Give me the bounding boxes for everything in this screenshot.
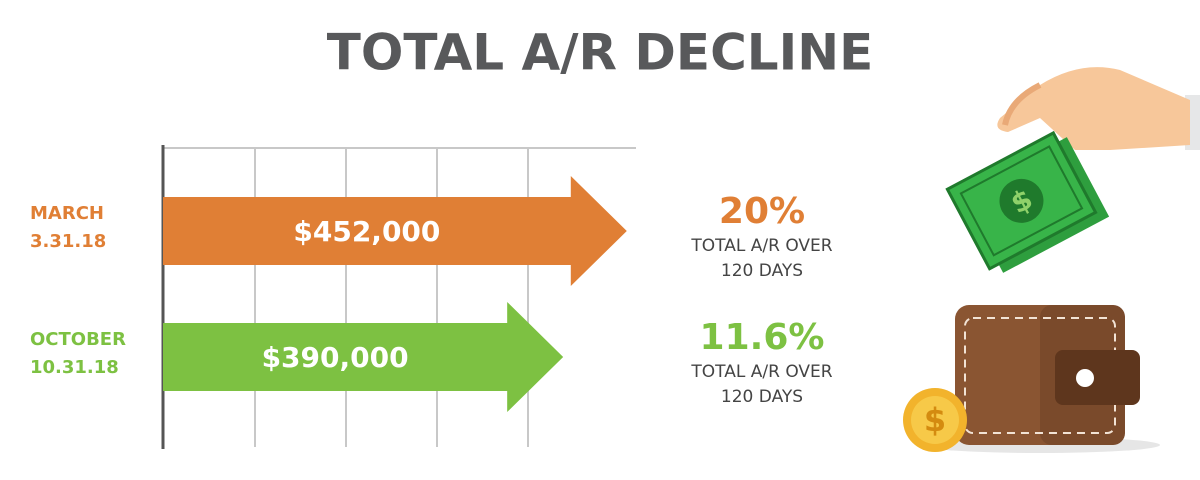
chart-title: TOTAL A/R DECLINE xyxy=(327,24,873,82)
category-date: 10.31.18 xyxy=(30,357,119,378)
percentage: 20% xyxy=(719,191,805,232)
value-label: $390,000 xyxy=(262,341,409,374)
category-date: 3.31.18 xyxy=(30,231,106,252)
arrow-bar xyxy=(163,176,627,286)
note: TOTAL A/R OVER xyxy=(690,362,832,382)
percentage: 11.6% xyxy=(700,317,825,358)
svg-text:$: $ xyxy=(924,401,946,439)
arrow-bar xyxy=(163,302,564,412)
value-label: $452,000 xyxy=(293,215,440,248)
note: TOTAL A/R OVER xyxy=(690,236,832,256)
illustration: $ $ xyxy=(903,67,1200,453)
note: 120 DAYS xyxy=(721,261,803,281)
grid xyxy=(163,147,636,447)
category-label: MARCH xyxy=(30,203,104,224)
note: 120 DAYS xyxy=(721,387,803,407)
category-label: OCTOBER xyxy=(30,329,126,350)
